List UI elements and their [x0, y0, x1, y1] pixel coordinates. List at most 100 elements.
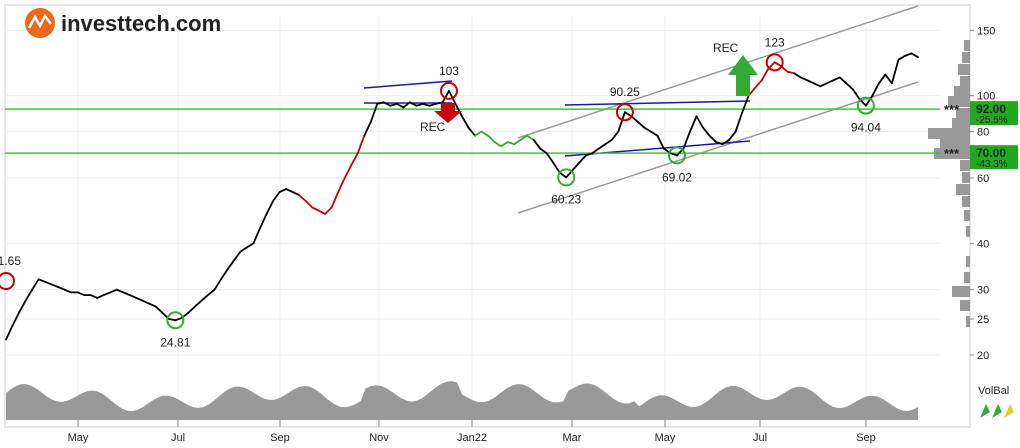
histogram-bar: [960, 160, 970, 171]
price-segment: [389, 103, 398, 107]
x-tick-label: Sep: [270, 432, 290, 444]
price-segment: [317, 209, 327, 215]
price-segment: [891, 58, 900, 85]
price-segment: [395, 103, 405, 109]
histogram-bar: [964, 272, 970, 283]
price-segment: [474, 130, 483, 137]
price-segment: [689, 115, 698, 133]
price-segment: [167, 318, 177, 322]
volume-area: [6, 381, 918, 420]
peak-label: 90.25: [610, 85, 640, 99]
volume-profile-histogram: [928, 40, 970, 327]
price-segment: [878, 73, 887, 85]
price-segment: [24, 288, 33, 302]
price-segment: [558, 171, 568, 179]
price-segment: [246, 242, 255, 249]
price-segment: [832, 76, 841, 82]
histogram-bar: [962, 172, 970, 183]
volbal-label: VolBal: [978, 385, 1009, 397]
histogram-bar: [940, 138, 970, 149]
price-segment: [63, 288, 72, 294]
price-segment: [356, 134, 366, 155]
price-segment: [259, 212, 268, 229]
price-segment: [454, 103, 463, 118]
price-segment: [825, 79, 835, 85]
price-segment: [799, 76, 809, 82]
price-segment: [239, 246, 248, 253]
price-segment: [741, 94, 750, 114]
price-segment: [643, 126, 652, 133]
price-segment: [773, 61, 783, 68]
price-segment: [128, 294, 138, 299]
price-segment: [324, 206, 333, 215]
price-segment: [597, 143, 607, 150]
price-segment: [50, 283, 59, 288]
price-segment: [421, 103, 431, 107]
price-segment: [910, 52, 919, 59]
price-segment: [571, 161, 581, 172]
price-segment: [519, 134, 528, 141]
price-segment: [37, 278, 46, 283]
level-badge: [970, 101, 1018, 126]
price-segment: [330, 191, 340, 209]
sell-signal-label: REC: [420, 120, 446, 134]
price-segment: [513, 138, 522, 146]
logo-icon: [25, 8, 55, 38]
x-tick-label: May: [68, 432, 89, 444]
price-segment: [545, 152, 555, 164]
price-segment: [402, 101, 411, 109]
price-segment: [109, 288, 118, 294]
peak-marker: [0, 272, 15, 291]
sell-signal-arrow: [434, 103, 462, 123]
x-tick-label: Nov: [369, 432, 389, 444]
price-segment: [467, 126, 476, 137]
y-tick-label: 25: [977, 314, 989, 326]
price-segment: [57, 286, 66, 291]
price-segment: [715, 141, 724, 146]
peak-marker: [439, 81, 458, 100]
price-segment: [624, 111, 633, 118]
channel-lower: [517, 81, 919, 214]
price-segment: [552, 161, 561, 174]
price-segment: [734, 111, 743, 133]
histogram-bar: [928, 128, 970, 139]
price-segment: [434, 101, 444, 105]
level-value: 92.00: [976, 102, 1006, 116]
price-segment: [897, 55, 906, 61]
price-segment: [343, 164, 353, 179]
y-tick-label: 30: [977, 285, 989, 297]
signal-arrows: REC REC: [420, 41, 758, 134]
price-segment: [793, 72, 802, 79]
x-tick-label: Sep: [856, 432, 876, 444]
peak-label: 123: [765, 35, 785, 49]
volbal-arrows-icon: [980, 404, 1014, 418]
level-value: 70.00: [976, 146, 1006, 160]
price-segment: [780, 65, 789, 73]
price-segment: [122, 291, 131, 297]
price-segment: [708, 134, 717, 143]
price-segment: [206, 288, 216, 297]
price-segment: [376, 101, 385, 105]
price-segment: [102, 291, 112, 297]
price-segment: [656, 134, 665, 150]
price-segment: [884, 73, 893, 85]
price-segment: [408, 101, 418, 107]
price-segment: [604, 138, 613, 146]
histogram-bar: [964, 40, 970, 51]
price-segment: [44, 280, 53, 286]
price-segment: [89, 294, 99, 299]
price-segment: [819, 82, 828, 88]
price-segment: [154, 305, 164, 314]
price-segment: [441, 90, 450, 104]
x-tick-label: May: [655, 432, 676, 444]
price-segment: [526, 134, 535, 141]
level-percent: -43.3%: [976, 159, 1008, 170]
peak-label: 31.65: [0, 254, 21, 268]
buy-signal-label: REC: [713, 41, 739, 55]
price-segment: [728, 130, 737, 141]
price-segment: [852, 88, 861, 100]
trough-label: 60.23: [551, 192, 581, 206]
trough-label: 24.81: [160, 335, 190, 349]
x-tick-label: Mar: [563, 432, 582, 444]
price-segment: [135, 296, 144, 302]
